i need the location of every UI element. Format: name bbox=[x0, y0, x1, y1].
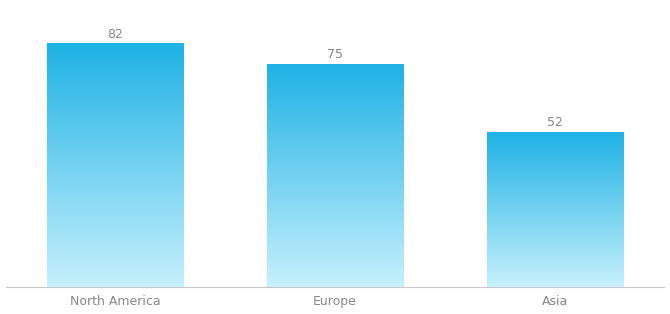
Text: 75: 75 bbox=[327, 48, 343, 61]
Text: 52: 52 bbox=[547, 116, 563, 129]
Text: 82: 82 bbox=[107, 28, 123, 41]
